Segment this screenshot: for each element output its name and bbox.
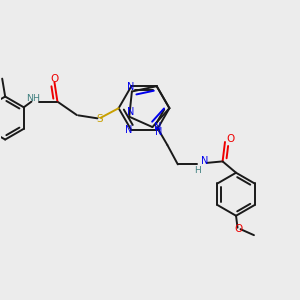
Text: N: N	[154, 122, 161, 132]
Text: N: N	[201, 156, 208, 167]
Text: N: N	[125, 125, 132, 135]
Text: S: S	[96, 114, 103, 124]
Text: O: O	[234, 224, 242, 234]
Text: N: N	[154, 127, 162, 137]
Text: H: H	[194, 166, 201, 175]
Text: NH: NH	[26, 94, 40, 103]
Text: N: N	[127, 107, 134, 117]
Text: N: N	[127, 82, 134, 92]
Text: O: O	[226, 134, 235, 144]
Text: O: O	[50, 74, 59, 84]
